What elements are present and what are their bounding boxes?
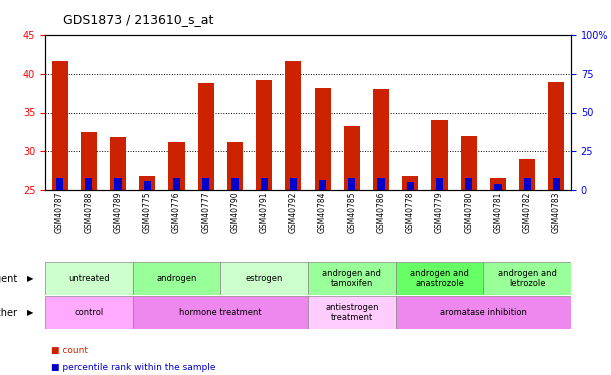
Bar <box>548 81 565 190</box>
Bar <box>308 262 396 295</box>
Bar <box>285 61 301 190</box>
Bar <box>319 180 326 190</box>
Bar <box>144 181 151 190</box>
Bar <box>396 262 483 295</box>
Bar <box>133 262 221 295</box>
Bar <box>202 178 210 190</box>
Bar <box>173 178 180 190</box>
Bar <box>85 178 92 190</box>
Bar <box>378 178 385 190</box>
Bar <box>260 178 268 190</box>
Text: androgen and
anastrozole: androgen and anastrozole <box>410 269 469 288</box>
Text: ▶: ▶ <box>27 308 34 317</box>
Bar <box>133 296 308 329</box>
Bar <box>373 89 389 190</box>
Bar <box>344 126 360 190</box>
Bar <box>139 176 155 190</box>
Text: ■ percentile rank within the sample: ■ percentile rank within the sample <box>51 363 216 372</box>
Bar <box>348 178 356 190</box>
Text: androgen: androgen <box>156 274 197 283</box>
Text: ▶: ▶ <box>27 274 34 283</box>
Bar <box>431 120 447 190</box>
Text: aromatase inhibition: aromatase inhibition <box>440 308 527 317</box>
Bar <box>494 184 502 190</box>
Bar <box>461 136 477 190</box>
Bar <box>198 83 214 190</box>
Text: androgen and
tamoxifen: androgen and tamoxifen <box>323 269 381 288</box>
Bar <box>396 296 571 329</box>
Bar <box>407 182 414 190</box>
Bar <box>436 178 443 190</box>
Bar <box>553 178 560 190</box>
Text: ■ count: ■ count <box>51 346 88 355</box>
Text: untreated: untreated <box>68 274 109 283</box>
Bar <box>315 88 331 190</box>
Bar <box>169 142 185 190</box>
Bar <box>402 176 419 190</box>
Bar <box>81 132 97 190</box>
Bar <box>483 262 571 295</box>
Bar <box>45 262 133 295</box>
Text: estrogen: estrogen <box>246 274 283 283</box>
Bar <box>290 178 297 190</box>
Bar <box>519 159 535 190</box>
Bar <box>524 178 531 190</box>
Bar <box>232 178 238 190</box>
Bar <box>56 178 63 190</box>
Bar <box>114 178 122 190</box>
Bar <box>490 178 506 190</box>
Bar <box>256 80 273 190</box>
Bar <box>51 61 68 190</box>
Text: hormone treatment: hormone treatment <box>179 308 262 317</box>
Text: control: control <box>74 308 103 317</box>
Bar <box>227 142 243 190</box>
Bar <box>110 137 126 190</box>
Text: antiestrogen
treatment: antiestrogen treatment <box>325 303 379 322</box>
Bar <box>221 262 308 295</box>
Bar <box>308 296 396 329</box>
Text: other: other <box>0 308 18 318</box>
Text: androgen and
letrozole: androgen and letrozole <box>498 269 557 288</box>
Bar <box>45 296 133 329</box>
Text: GDS1873 / 213610_s_at: GDS1873 / 213610_s_at <box>64 13 214 26</box>
Text: agent: agent <box>0 273 18 284</box>
Bar <box>465 178 472 190</box>
